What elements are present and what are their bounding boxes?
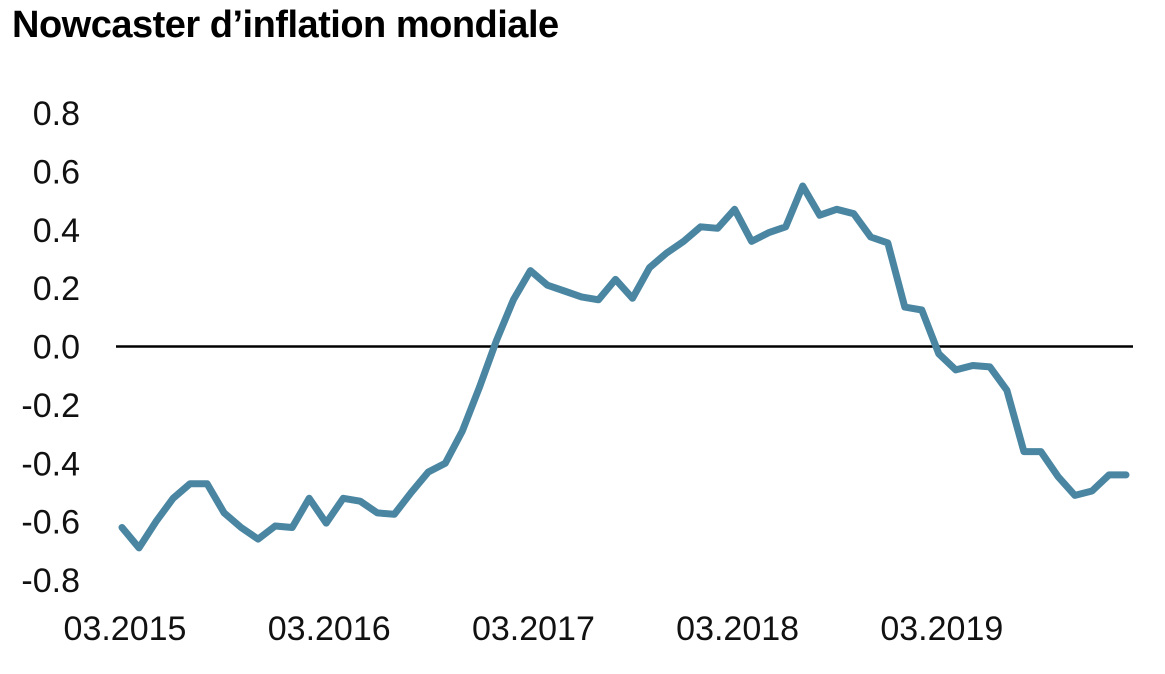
- y-tick-label: -0.2: [21, 387, 80, 425]
- chart-title: Nowcaster d’inflation mondiale: [12, 4, 559, 46]
- series-line: [118, 182, 1130, 552]
- y-tick-label: 0.6: [33, 153, 80, 191]
- x-tick-label: 03.2017: [472, 610, 595, 648]
- y-tick-label: -0.4: [21, 445, 80, 483]
- y-tick-label: 0.2: [33, 270, 80, 308]
- y-axis: 0.8 0.6 0.4 0.2 0.0 -0.2 -0.4 -0.6 -0.8: [21, 95, 80, 600]
- x-tick-label: 03.2015: [64, 610, 187, 648]
- y-tick-label: 0.0: [33, 329, 80, 367]
- x-tick-label: 03.2018: [676, 610, 799, 648]
- y-tick-label: 0.4: [33, 212, 80, 250]
- x-tick-label: 03.2019: [880, 610, 1003, 648]
- y-tick-label: 0.8: [33, 95, 80, 133]
- series-group: [118, 182, 1130, 552]
- x-axis: 03.2015 03.2016 03.2017 03.2018 03.2019: [64, 610, 1004, 648]
- y-tick-label: -0.8: [21, 562, 80, 600]
- y-tick-label: -0.6: [21, 504, 80, 542]
- x-tick-label: 03.2016: [268, 610, 391, 648]
